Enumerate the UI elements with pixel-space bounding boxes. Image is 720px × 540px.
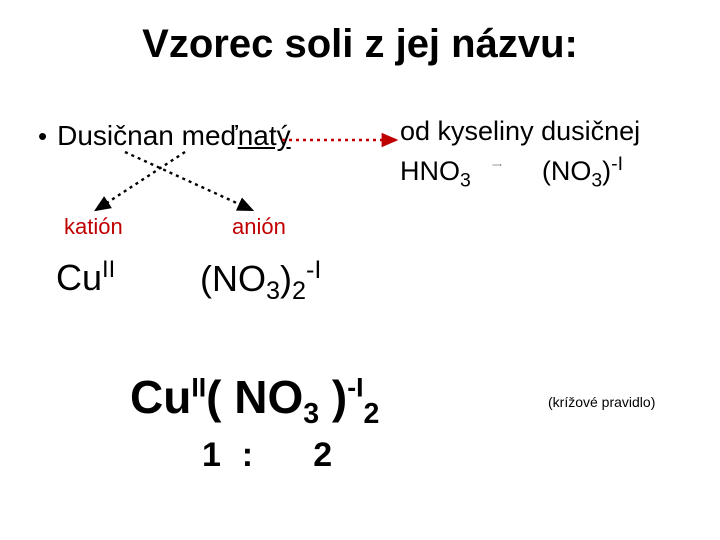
ratio-colon: :	[234, 436, 262, 475]
anion-formula: (NO3)2-I	[200, 256, 321, 306]
compound-name-row: • Dusičnan meďnatý	[38, 120, 291, 152]
bullet-dot: •	[38, 121, 47, 152]
result-formula: CuII( NO3 )-I2	[130, 370, 379, 431]
acid-line1: od kyseliny dusičnej	[400, 116, 640, 147]
result-sub2: 2	[364, 398, 380, 430]
result-sub1: 3	[303, 398, 319, 430]
acid-left-sub: 3	[460, 169, 471, 191]
anion-sub1: 3	[266, 277, 280, 305]
acid-right-sup: -I	[611, 153, 623, 175]
kation-label: katión	[64, 214, 123, 240]
page-title: Vzorec soli z jej názvu:	[0, 22, 720, 67]
acid-right-close: )	[602, 156, 611, 186]
acid-right-open: (NO	[542, 156, 592, 186]
ratio-2: 2	[313, 436, 334, 474]
result-cu: Cu	[130, 371, 191, 423]
result-cu-sup: II	[191, 373, 206, 403]
cation-oxstate: II	[102, 256, 115, 283]
anion-close: )	[280, 258, 292, 299]
acid-line2: HNO3 (NO3)-I	[400, 153, 640, 192]
cross-rule-note: (krížové pravidlo)	[548, 394, 655, 410]
compound-name-suffix: natý	[238, 120, 291, 152]
cation-formula: CuII	[56, 256, 115, 299]
acid-right-sub: 3	[591, 169, 602, 191]
ratio-1: 1	[202, 436, 223, 474]
anion-label: anión	[232, 214, 286, 240]
anion-open: (NO	[200, 258, 266, 299]
cation-symbol: Cu	[56, 257, 102, 298]
result-close: )	[319, 371, 347, 423]
result-open: ( NO	[206, 371, 303, 423]
compound-name-prefix: Dusičnan meď	[57, 120, 238, 152]
arrow-acid-solid	[474, 164, 520, 166]
result-sup2: -I	[347, 373, 363, 403]
anion-sub2: 2	[292, 277, 306, 305]
acid-left: HNO	[400, 156, 460, 186]
anion-sup: -I	[306, 256, 321, 284]
ratio-row: 1 : 2	[202, 436, 334, 475]
acid-derivation: od kyseliny dusičnej HNO3 (NO3)-I	[400, 116, 640, 192]
